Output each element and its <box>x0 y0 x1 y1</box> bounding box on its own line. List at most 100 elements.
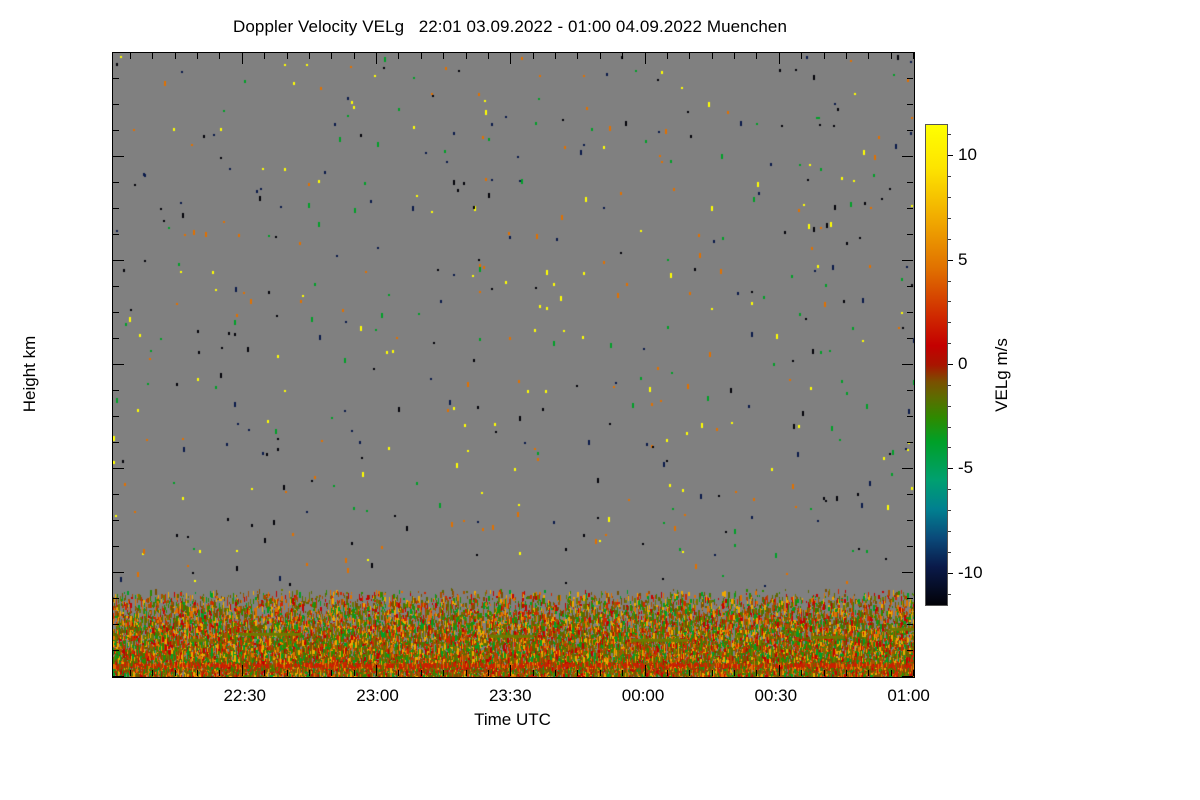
x-minor-tick-top <box>712 53 713 59</box>
y-major-tick-right <box>902 364 913 365</box>
x-minor-tick <box>689 670 690 676</box>
x-tick-label-2330: 23:30 <box>488 686 532 705</box>
x-minor-tick-top <box>555 53 556 59</box>
x-minor-tick <box>801 670 802 676</box>
y-minor-tick-right <box>907 338 913 339</box>
x-minor-tick <box>398 670 399 676</box>
x-minor-tick <box>756 670 757 676</box>
x-minor-tick <box>577 670 578 676</box>
heatmap-data-layer <box>113 53 914 677</box>
colorbar-minor-tick <box>948 280 951 282</box>
x-minor-tick-top <box>264 53 265 59</box>
x-minor-tick <box>466 670 467 676</box>
x-major-tick-top <box>242 53 243 64</box>
colorbar-minor-tick <box>948 510 951 512</box>
colorbar-label-5: 5 <box>958 249 968 269</box>
x-minor-tick <box>913 670 914 676</box>
y-major-tick-right <box>902 52 913 53</box>
y-minor-tick <box>113 416 119 417</box>
x-minor-tick <box>443 670 444 676</box>
y-major-tick <box>113 52 124 53</box>
x-tick-label-0000: 00:00 <box>621 686 665 705</box>
y-minor-tick-right <box>907 286 913 287</box>
colorbar-tick <box>948 572 953 574</box>
y-axis-title: Height km <box>20 335 39 413</box>
colorbar-minor-tick <box>948 593 951 595</box>
y-major-tick <box>113 468 124 469</box>
y-major-tick <box>113 156 124 157</box>
colorbar-minor-tick <box>948 551 951 553</box>
x-minor-tick-top <box>600 53 601 59</box>
x-minor-tick-top <box>622 53 623 59</box>
x-minor-tick <box>287 670 288 676</box>
x-minor-tick-top <box>488 53 489 59</box>
x-minor-tick <box>712 670 713 676</box>
x-minor-tick <box>130 670 131 676</box>
y-minor-tick-right <box>907 104 913 105</box>
x-tick-label-0030: 00:30 <box>754 686 798 705</box>
colorbar-label--5: -5 <box>958 458 974 478</box>
x-minor-tick-top <box>354 53 355 59</box>
x-minor-tick <box>824 670 825 676</box>
x-minor-tick <box>331 670 332 676</box>
colorbar-minor-tick <box>948 176 951 178</box>
colorbar-minor-tick <box>948 322 951 324</box>
colorbar <box>925 124 953 606</box>
x-minor-tick-top <box>689 53 690 59</box>
y-minor-tick-right <box>907 520 913 521</box>
x-minor-tick-top <box>868 53 869 59</box>
colorbar-label-10: 10 <box>958 145 977 165</box>
x-minor-tick-top <box>287 53 288 59</box>
x-minor-tick <box>264 670 265 676</box>
colorbar-minor-tick <box>948 530 951 532</box>
y-major-tick-right <box>902 156 913 157</box>
colorbar-minor-tick <box>948 426 951 428</box>
y-minor-tick <box>113 442 119 443</box>
x-major-tick-top <box>376 53 377 64</box>
y-minor-tick-right <box>907 598 913 599</box>
x-minor-tick <box>734 670 735 676</box>
colorbar-minor-tick <box>948 343 951 345</box>
colorbar-tick <box>948 259 953 261</box>
y-minor-tick-right <box>907 650 913 651</box>
colorbar-label--10: -10 <box>958 562 983 582</box>
colorbar-label-0: 0 <box>958 354 968 373</box>
x-minor-tick-top <box>398 53 399 59</box>
x-minor-tick <box>533 670 534 676</box>
x-minor-tick <box>600 670 601 676</box>
y-minor-tick <box>113 78 119 79</box>
y-minor-tick <box>113 234 119 235</box>
y-minor-tick-right <box>907 208 913 209</box>
x-minor-tick <box>152 670 153 676</box>
colorbar-minor-tick <box>948 134 951 136</box>
x-major-tick-top <box>779 53 780 64</box>
colorbar-title: VELg m/s <box>992 338 1011 412</box>
y-minor-tick-right <box>907 416 913 417</box>
x-minor-tick-top <box>824 53 825 59</box>
colorbar-minor-tick <box>948 447 951 449</box>
plot-panel <box>112 52 915 678</box>
x-minor-tick-top <box>577 53 578 59</box>
y-minor-tick-right <box>907 130 913 131</box>
y-minor-tick <box>113 598 119 599</box>
x-minor-tick-top <box>801 53 802 59</box>
y-minor-tick-right <box>907 312 913 313</box>
x-minor-tick-top <box>331 53 332 59</box>
x-major-tick <box>645 665 646 676</box>
colorbar-gradient <box>925 124 948 606</box>
y-minor-tick <box>113 390 119 391</box>
y-minor-tick-right <box>907 624 913 625</box>
y-minor-tick-right <box>907 546 913 547</box>
colorbar-minor-tick <box>948 384 951 386</box>
y-minor-tick <box>113 520 119 521</box>
x-minor-tick-top <box>219 53 220 59</box>
x-minor-tick <box>555 670 556 676</box>
x-tick-label-0100: 01:00 <box>887 686 930 705</box>
x-minor-tick-top <box>734 53 735 59</box>
x-major-tick <box>510 665 511 676</box>
x-major-tick-top <box>510 53 511 64</box>
x-minor-tick <box>309 670 310 676</box>
y-major-tick <box>113 572 124 573</box>
x-minor-tick-top <box>197 53 198 59</box>
x-minor-tick-top <box>421 53 422 59</box>
